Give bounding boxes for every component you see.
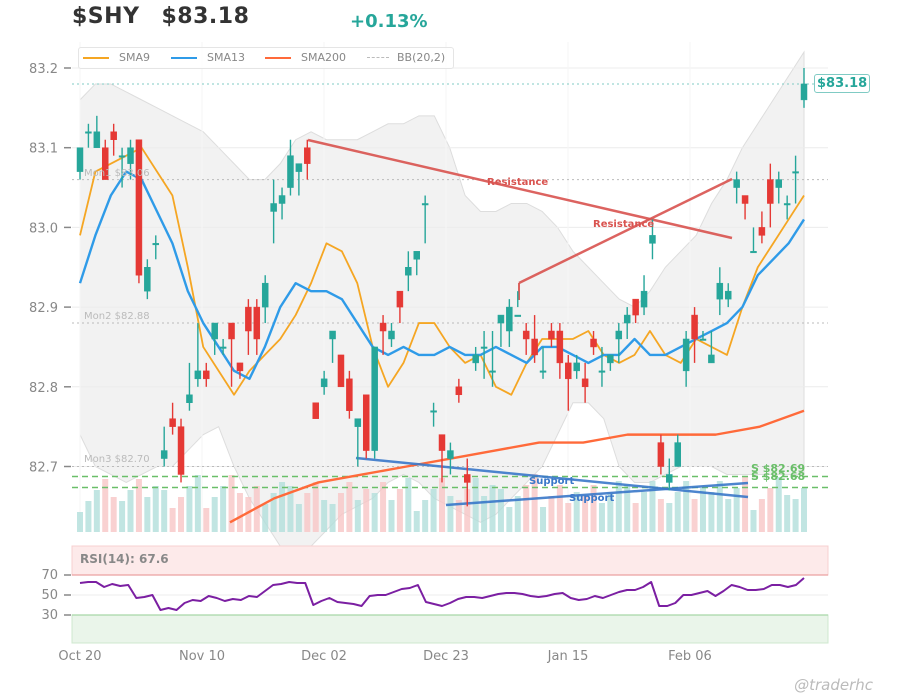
price-change: +0.13% bbox=[350, 11, 428, 32]
resistance-label-2: Resistance bbox=[593, 219, 655, 230]
support-label-2: Support bbox=[569, 493, 615, 504]
svg-text:Oct 20: Oct 20 bbox=[58, 649, 101, 664]
svg-text:82.9: 82.9 bbox=[29, 301, 58, 316]
svg-text:83.0: 83.0 bbox=[29, 221, 58, 236]
support-level-label-2: S $82.68 bbox=[751, 470, 806, 483]
candlesticks bbox=[76, 68, 808, 507]
svg-text:Dec 23: Dec 23 bbox=[423, 649, 469, 664]
trendlines bbox=[307, 138, 749, 507]
sma200-swatch-icon bbox=[265, 56, 291, 59]
sma9-swatch-icon bbox=[83, 56, 109, 59]
support-level-label-1: S $82.69 bbox=[751, 462, 806, 475]
x-axis: Oct 20 Nov 10 Dec 02 Dec 23 Jan 15 Feb 06 bbox=[58, 649, 711, 664]
svg-text:Nov 10: Nov 10 bbox=[179, 649, 225, 664]
svg-text:83.1: 83.1 bbox=[29, 142, 58, 157]
mon3-label: Mon3 $82.70 bbox=[84, 454, 150, 465]
sma13-swatch-icon bbox=[171, 56, 197, 59]
svg-text:50: 50 bbox=[41, 588, 58, 603]
support-label-1: Support bbox=[529, 476, 575, 487]
mon2-label: Mon2 $82.88 bbox=[84, 311, 150, 322]
rsi-label: RSI(14): 67.6 bbox=[80, 552, 169, 566]
rsi-oversold-zone bbox=[71, 614, 829, 644]
svg-text:Feb 06: Feb 06 bbox=[668, 649, 712, 664]
svg-text:82.8: 82.8 bbox=[29, 381, 58, 396]
legend-item-sma13: SMA13 bbox=[171, 51, 245, 64]
chart-title: $SHY $83.18 bbox=[72, 4, 271, 29]
legend-item-bb: BB(20,2) bbox=[367, 51, 445, 64]
mon1-label: Mon1 $83.06 bbox=[84, 168, 150, 179]
legend-item-sma200: SMA200 bbox=[265, 51, 346, 64]
svg-text:Jan 15: Jan 15 bbox=[547, 649, 589, 664]
legend-item-sma9: SMA9 bbox=[83, 51, 150, 64]
resistance-label-1: Resistance bbox=[487, 177, 549, 188]
svg-text:83.2: 83.2 bbox=[29, 62, 58, 77]
current-price: $83.18 bbox=[161, 4, 250, 29]
rsi-overbought-zone bbox=[71, 545, 829, 576]
watermark: @traderhc bbox=[794, 676, 873, 694]
svg-text:Dec 02: Dec 02 bbox=[301, 649, 347, 664]
svg-text:82.7: 82.7 bbox=[29, 461, 58, 476]
volume-bars bbox=[77, 474, 807, 532]
price-y-axis: 83.2 83.1 83.0 82.9 82.8 82.7 bbox=[29, 62, 71, 476]
bb-swatch-icon bbox=[367, 57, 389, 58]
svg-text:70: 70 bbox=[41, 568, 58, 583]
svg-text:30: 30 bbox=[41, 608, 58, 623]
chart-legend: SMA9 SMA13 SMA200 BB(20,2) bbox=[78, 47, 454, 69]
rsi-line: 70 50 30 bbox=[41, 568, 805, 623]
last-price-tag: $83.18 bbox=[814, 74, 871, 93]
ticker-symbol: $SHY bbox=[72, 4, 140, 29]
